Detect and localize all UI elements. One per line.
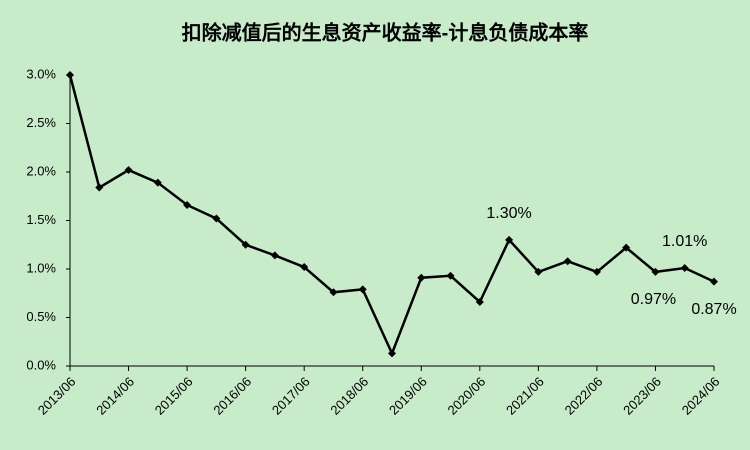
marker bbox=[241, 240, 250, 249]
marker bbox=[622, 243, 631, 252]
marker bbox=[270, 251, 279, 260]
marker bbox=[300, 263, 309, 272]
marker bbox=[446, 271, 455, 280]
x-tick-label: 2016/06 bbox=[210, 374, 254, 418]
x-tick-label: 2018/06 bbox=[327, 374, 371, 418]
x-tick-label: 2023/06 bbox=[620, 374, 664, 418]
y-tick-label: 0.5% bbox=[26, 309, 56, 324]
value-label: 1.01% bbox=[662, 233, 707, 250]
x-tick-label: 2024/06 bbox=[679, 374, 723, 418]
marker bbox=[592, 267, 601, 276]
marker bbox=[534, 267, 543, 276]
value-label: 1.30% bbox=[486, 205, 531, 222]
marker bbox=[358, 285, 367, 294]
marker bbox=[95, 183, 104, 192]
marker bbox=[388, 349, 396, 358]
x-tick-label: 2020/06 bbox=[445, 374, 489, 418]
marker bbox=[475, 297, 484, 306]
x-tick-label: 2014/06 bbox=[93, 374, 137, 418]
marker bbox=[651, 267, 660, 276]
y-tick-label: 1.0% bbox=[26, 260, 56, 275]
marker bbox=[124, 166, 133, 175]
y-tick-label: 2.5% bbox=[26, 115, 56, 130]
marker bbox=[563, 257, 572, 266]
marker bbox=[505, 235, 514, 244]
x-tick-label: 2022/06 bbox=[562, 374, 606, 418]
y-tick-label: 1.5% bbox=[26, 212, 56, 227]
x-tick-label: 2021/06 bbox=[503, 374, 547, 418]
x-tick-label: 2017/06 bbox=[269, 374, 313, 418]
marker bbox=[183, 200, 192, 209]
y-tick-label: 3.0% bbox=[26, 66, 56, 81]
x-tick-label: 2013/06 bbox=[35, 374, 79, 418]
value-label: 0.87% bbox=[691, 301, 736, 318]
marker bbox=[710, 277, 718, 286]
chart-title: 扣除减值后的生息资产收益率-计息负债成本率 bbox=[182, 20, 589, 44]
line bbox=[68, 74, 715, 357]
marker bbox=[212, 214, 221, 223]
y-tick-label: 2.0% bbox=[26, 163, 56, 178]
marker bbox=[680, 264, 689, 273]
x-tick-label: 2015/06 bbox=[152, 374, 196, 418]
y-tick-label: 0.0% bbox=[26, 357, 56, 372]
marker bbox=[329, 288, 338, 297]
marker bbox=[417, 273, 426, 282]
x-tick-label: 2019/06 bbox=[386, 374, 430, 418]
marker bbox=[66, 71, 74, 79]
value-label: 0.97% bbox=[631, 291, 676, 308]
marker bbox=[153, 178, 162, 187]
